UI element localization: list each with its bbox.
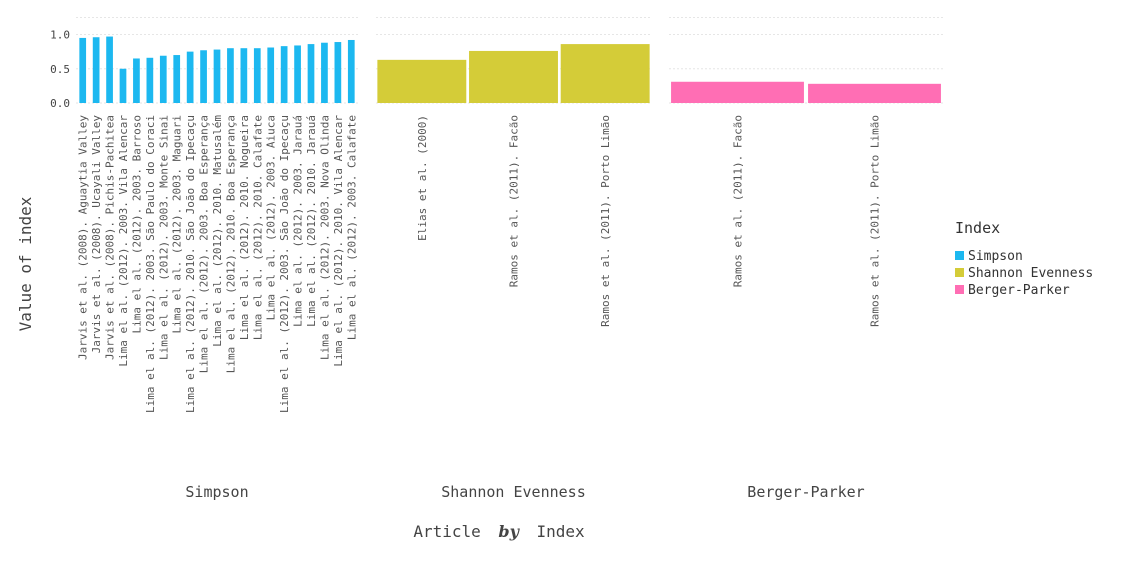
y-tick-label: 0.0 <box>50 97 70 110</box>
category-label: Lima el al. (2012). 2010. Nogueira <box>238 115 251 340</box>
bar-simpson-11 <box>213 49 221 103</box>
category-label: Lima el al. (2012). 2003. São João do Ip… <box>278 115 291 413</box>
bar-simpson-19 <box>321 42 328 103</box>
category-label: Jarvis et al. (2008). Pichis-Pachitea <box>104 115 117 360</box>
facet-label: Shannon Evenness <box>441 483 586 501</box>
bar-simpson-13 <box>240 48 248 103</box>
bar-simpson-8 <box>173 55 181 103</box>
y-axis: 0.0 0.5 1.0 <box>50 29 70 111</box>
legend-swatch <box>955 285 964 294</box>
category-label: Elias et al. (2000) <box>416 115 429 241</box>
category-label: Ramos et al. (2011). Facão <box>732 115 745 287</box>
bar-simpson-21 <box>347 39 355 103</box>
category-label: Lima el al. (2012). 2010. Vila Alencar <box>332 115 345 367</box>
category-label: Lima el al. (2012). 2010. São João do Ip… <box>184 115 197 413</box>
category-label: Lima el al. (2012). 2003. São Paulo do C… <box>144 115 157 413</box>
bar-berger-parker-1 <box>671 81 804 103</box>
facet-label: Berger-Parker <box>747 483 864 501</box>
bar-simpson-14 <box>253 48 261 103</box>
bar-simpson-6 <box>146 57 154 103</box>
category-label: Lima el al. (2012). 2003. Nova Olinda <box>318 115 331 360</box>
category-label: Jarvis et al. (2008). Ucayali Valley <box>90 115 103 354</box>
legend-label: Shannon Evenness <box>968 266 1093 281</box>
legend-label: Simpson <box>968 249 1023 264</box>
category-label: Lima el al. (2012). 2010. Jarauá <box>305 115 318 327</box>
bar-simpson-17 <box>294 45 301 103</box>
facet-labels: Simpson Shannon Evenness Berger-Parker <box>185 483 864 501</box>
category-label: Lima el al. (2012). 2003. Vila Alencar <box>117 115 130 367</box>
bar-simpson-4 <box>119 68 127 103</box>
bar-simpson-15 <box>267 47 275 103</box>
facet-label: Simpson <box>185 483 248 501</box>
x-axis-title-after: Index <box>537 522 586 541</box>
x-axis-title-by: by <box>498 522 520 541</box>
bar-shannon-evenness-2 <box>469 50 558 103</box>
category-label: Lima el al. (2012). 2003. Jarauá <box>292 115 305 327</box>
bar-simpson-12 <box>227 48 234 103</box>
bar-simpson-10 <box>200 50 207 103</box>
category-label: Lima el al. (2012). 2010. Calafate <box>251 115 264 340</box>
bar-simpson-18 <box>307 44 315 103</box>
legend-swatch <box>955 251 964 260</box>
bar-simpson-7 <box>159 55 167 103</box>
y-axis-title: Value of index <box>16 196 35 331</box>
y-tick-label: 0.5 <box>50 63 70 76</box>
bar-simpson-1 <box>79 37 87 103</box>
category-labels: Jarvis et al. (2008). Aguaytia Valley Jar… <box>77 115 882 413</box>
bar-simpson-20 <box>334 42 342 103</box>
bar-simpson-3 <box>106 36 113 103</box>
bars <box>79 36 941 103</box>
legend-title: Index <box>955 219 1000 237</box>
bar-simpson-5 <box>133 58 140 103</box>
category-label: Jarvis et al. (2008). Aguaytia Valley <box>77 115 90 360</box>
category-label: Lima el al. (2012). 2003. Aiuca <box>265 115 278 320</box>
y-tick-label: 1.0 <box>50 29 70 42</box>
category-label: Lima el al. (2012). 2010. Matusalém <box>211 115 224 347</box>
bar-berger-parker-2 <box>808 83 941 103</box>
legend-label: Berger-Parker <box>968 283 1070 298</box>
x-axis-title: Article by Index <box>413 522 585 541</box>
category-label: Lima el al. (2012). 2003. Maguari <box>171 115 184 334</box>
legend-swatch <box>955 268 964 277</box>
category-label: Ramos et al. (2011). Porto Limão <box>599 115 612 327</box>
category-label: Lima el al. (2012). 2003. Boa Esperança <box>198 115 211 373</box>
category-label: Lima el al. (2012). 2003. Barroso <box>130 115 143 334</box>
category-label: Ramos et al. (2011). Porto Limão <box>869 115 882 327</box>
bar-shannon-evenness-3 <box>560 44 650 103</box>
legend-entries: Simpson Shannon Evenness Berger-Parker <box>955 249 1093 298</box>
bar-simpson-9 <box>186 51 194 103</box>
x-axis-title-before: Article <box>413 522 480 541</box>
bar-shannon-evenness-1 <box>377 59 467 103</box>
legend: Index Simpson Shannon Evenness Berger-Park… <box>955 219 1093 298</box>
bar-simpson-16 <box>280 46 288 103</box>
category-label: Lima el al. (2012). 2003. Calafate <box>345 115 358 340</box>
category-label: Lima el al. (2012). 2003. Monte Sinai <box>157 115 170 360</box>
category-label: Lima el al. (2012). 2010. Boa Esperança <box>224 115 237 373</box>
bar-simpson-2 <box>92 37 100 103</box>
category-label: Ramos et al. (2011). Facão <box>508 115 521 287</box>
